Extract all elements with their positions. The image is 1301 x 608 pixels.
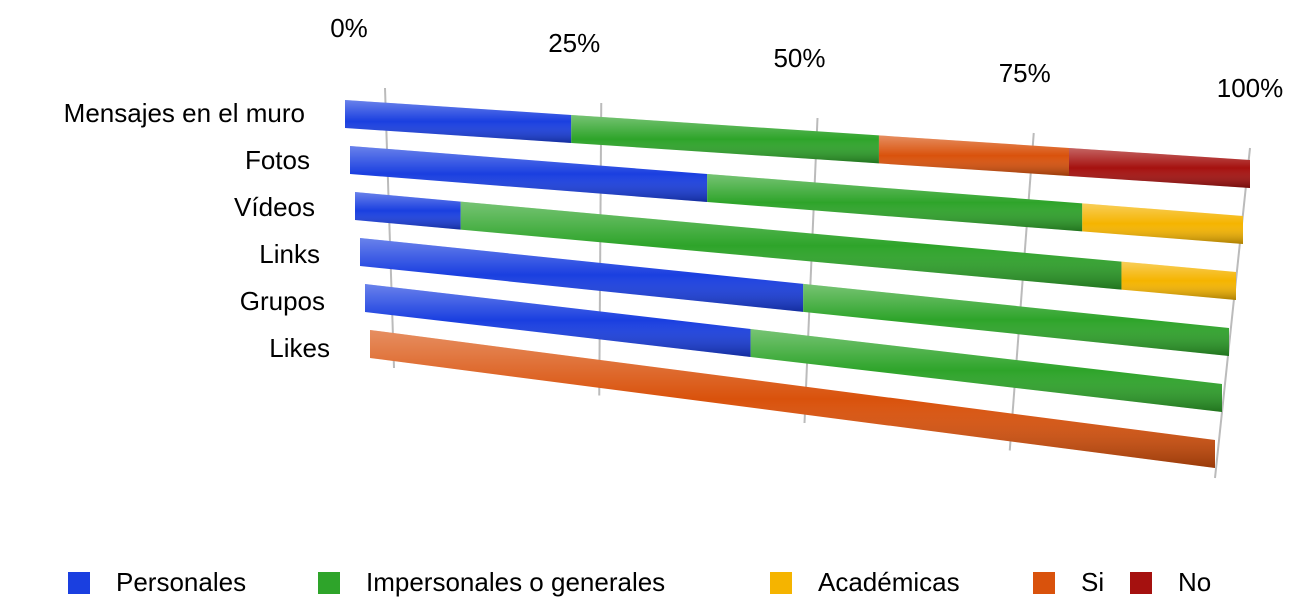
grid-line <box>1008 132 1035 451</box>
bar-shade <box>460 201 1122 290</box>
bar-shade <box>355 192 461 230</box>
bar-shade <box>1082 203 1243 244</box>
bar-shade <box>365 284 751 357</box>
legend-swatch <box>1033 572 1055 594</box>
bar-shade <box>370 330 1215 468</box>
legend-swatch <box>1130 572 1152 594</box>
bar-shade <box>750 329 1222 412</box>
bar-shade <box>571 115 879 164</box>
x-tick-label: 100% <box>1217 73 1284 103</box>
x-tick-label: 50% <box>773 43 825 73</box>
legend-label: Si <box>1081 567 1104 597</box>
grid-line <box>803 117 819 424</box>
x-tick-label: 25% <box>548 28 600 58</box>
bar-shade <box>1069 148 1250 188</box>
y-tick-label: Links <box>259 239 320 269</box>
grid-line <box>1214 147 1251 479</box>
bar-shade <box>360 238 804 312</box>
legend-swatch <box>318 572 340 594</box>
legend-swatch <box>770 572 792 594</box>
legend-label: Académicas <box>818 567 960 597</box>
y-tick-label: Mensajes en el muro <box>64 98 305 128</box>
y-tick-label: Fotos <box>245 145 310 175</box>
bar-shade <box>1121 261 1236 300</box>
y-tick-label: Vídeos <box>234 192 315 222</box>
bar-shade <box>350 146 708 202</box>
bar-shade <box>803 283 1229 356</box>
legend-swatch <box>68 572 90 594</box>
bar-shade <box>707 174 1083 232</box>
x-tick-label: 0% <box>330 13 368 43</box>
bar-shade <box>345 100 572 143</box>
y-tick-label: Likes <box>269 333 330 363</box>
grid-line <box>384 87 395 369</box>
y-tick-label: Grupos <box>240 286 325 316</box>
bar-shade <box>878 135 1069 176</box>
legend-label: Impersonales o generales <box>366 567 665 597</box>
grid-line <box>598 102 603 396</box>
legend-label: Personales <box>116 567 246 597</box>
x-tick-label: 75% <box>999 58 1051 88</box>
legend-label: No <box>1178 567 1211 597</box>
